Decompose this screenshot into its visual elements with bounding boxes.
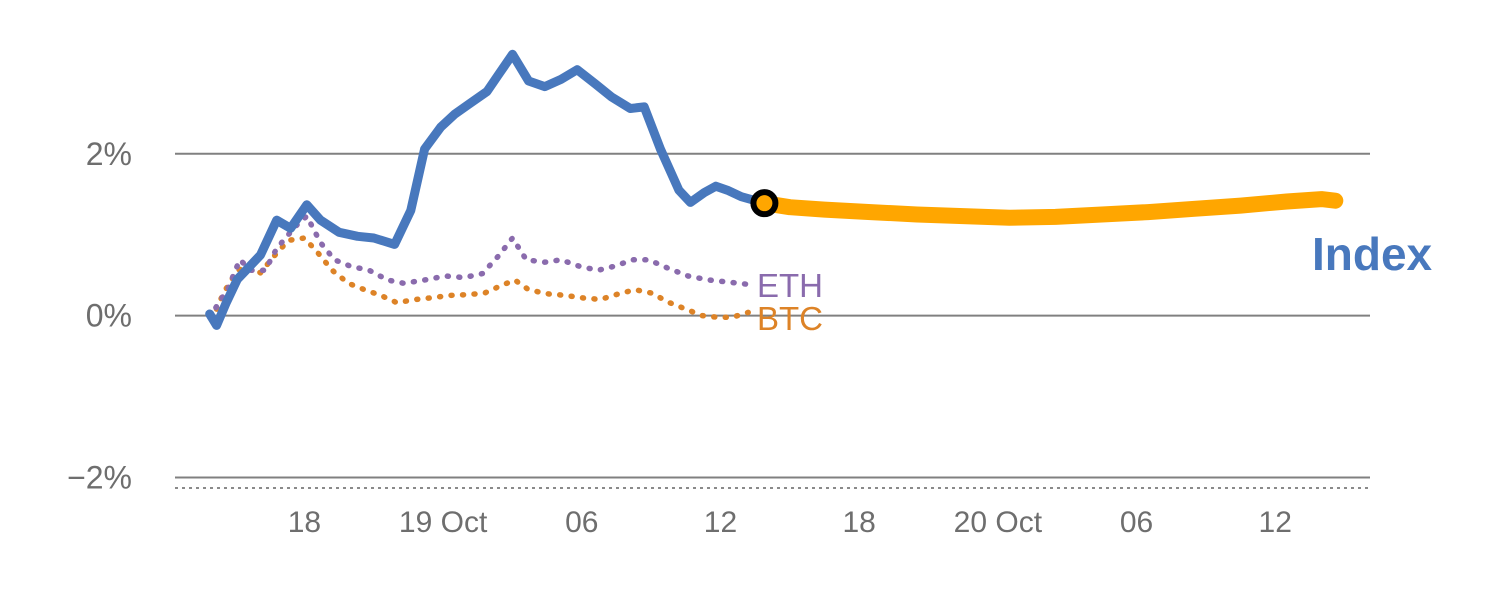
- series-line-index-projection: [756, 191, 1344, 226]
- series-label-eth: ETH: [757, 267, 823, 304]
- x-tick-label: 06: [565, 506, 598, 539]
- x-tick-label: 20 Oct: [954, 506, 1043, 539]
- series-line-eth: [206, 213, 749, 321]
- x-tick-label: 12: [1259, 506, 1292, 539]
- y-tick-label: 0%: [86, 298, 132, 334]
- x-tick-label: 06: [1120, 506, 1153, 539]
- x-tick-label: 19 Oct: [399, 506, 488, 539]
- series-label-index: Index: [1312, 228, 1433, 280]
- x-tick-label: 18: [288, 506, 321, 539]
- x-tick-label: 18: [842, 506, 875, 539]
- series-line-btc: [209, 235, 751, 323]
- x-tick-label: 12: [704, 506, 737, 539]
- current-value-marker: [750, 189, 779, 218]
- series-label-btc: BTC: [757, 300, 823, 337]
- y-tick-label: 2%: [86, 136, 132, 172]
- series-line-index-history: [205, 49, 769, 330]
- y-tick-label: −2%: [67, 459, 132, 495]
